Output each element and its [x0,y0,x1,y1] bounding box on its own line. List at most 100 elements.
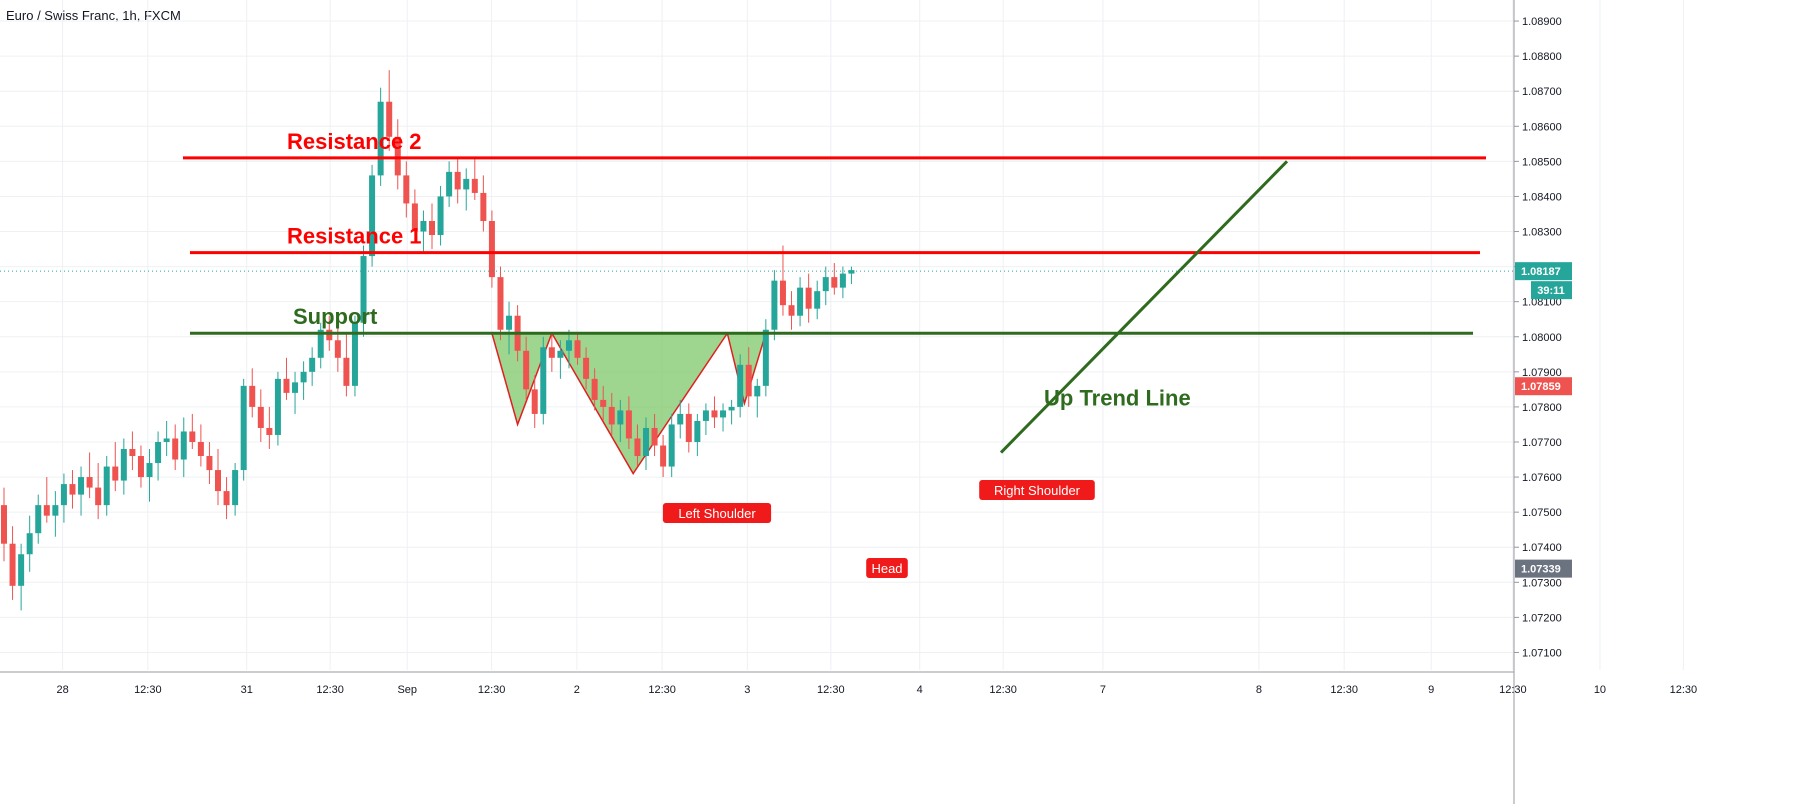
candle-body [677,413,684,425]
candle-body [86,477,93,488]
candle [720,403,727,432]
candle-body [232,470,239,506]
candle-body [660,445,667,467]
candle [591,368,598,411]
candle-body [625,410,632,439]
candle [805,273,812,323]
y-tick-label: 1.08300 [1522,227,1562,239]
x-tick-label: 12:30 [648,684,676,696]
candle [343,333,350,397]
candle-body [737,364,744,407]
candle-body [634,438,641,457]
candle-body [326,329,333,341]
candle-body [292,382,299,393]
candles [1,70,855,611]
candle-body [822,277,829,292]
candle-body [540,347,547,414]
candle [257,389,264,442]
x-tick-label: 12:30 [134,684,162,696]
candle [369,164,376,267]
candle [788,291,795,330]
candle [18,543,25,611]
x-tick-label: 10 [1594,684,1606,696]
candle [608,392,615,435]
candle [471,157,478,200]
pattern-label-text: Left Shoulder [678,506,756,521]
candle-body [60,484,67,506]
candle-body [720,410,727,418]
candle-body [197,441,204,457]
candle [215,449,221,506]
candle-body [120,449,127,481]
candle [488,210,495,288]
candle [839,266,846,299]
candle [317,322,324,369]
candle-body [728,406,735,411]
price-label-box [1515,262,1572,281]
candle [197,424,204,467]
candle [403,161,410,218]
countdown-text: 39:11 [1537,285,1565,297]
candle-body [180,431,187,460]
price-label-text: 1.07339 [1521,564,1561,576]
candle-body [745,364,752,397]
x-tick-label: 12:30 [478,684,506,696]
candle [283,357,290,400]
candle [634,424,641,467]
candle-body [52,505,59,516]
candle [668,413,675,478]
y-tick-label: 1.07500 [1522,507,1562,519]
candle-body [343,357,350,386]
candle-body [797,287,804,316]
candle [677,399,684,439]
candle-body [617,410,624,425]
candle-body [283,378,290,393]
candle-body [334,340,341,358]
candle-body [488,220,495,278]
up-trend-line[interactable] [999,160,1289,454]
x-tick-label: 2 [574,684,580,696]
candle-body [18,554,25,586]
candle [95,463,102,520]
pattern-label: Left Shoulder [662,503,772,523]
annotation-lines[interactable]: Resistance 2 Resistance 1 Support Up Trend … [0,129,1514,454]
candle-body [583,357,590,379]
candle-body [497,277,504,330]
candle [685,403,692,453]
candle-body [694,420,701,442]
candle [78,466,85,516]
candle-body [129,449,136,457]
candle-body [668,424,675,467]
x-tick-label: 7 [1100,684,1106,696]
candle-body [574,340,581,358]
candle-body [69,484,76,495]
candle-body [839,273,846,288]
candle-body [471,178,478,193]
candle [480,175,487,232]
candle [531,375,538,428]
grid [0,0,1684,670]
resistance-2-label: Resistance 2 [287,129,422,154]
candle-body [112,466,119,481]
candle [625,396,632,450]
candle [754,378,761,418]
candle-body [103,466,110,506]
y-tick-label: 1.07200 [1522,612,1562,624]
candle [848,266,855,285]
candle [617,399,624,442]
candle [737,354,744,418]
x-tick-label: 12:30 [1670,684,1698,696]
candle [223,477,230,520]
y-tick-label: 1.08400 [1522,191,1562,203]
candle-body [463,178,470,190]
candle [420,210,427,253]
candle [9,526,16,600]
candle-body [608,406,615,425]
y-tick-label: 1.08800 [1522,51,1562,63]
candle-body [420,220,427,232]
candle [583,347,590,390]
y-tick-label: 1.07100 [1522,647,1562,659]
price-label: 1.08187 39:11 [1515,262,1572,300]
candle [274,371,281,446]
